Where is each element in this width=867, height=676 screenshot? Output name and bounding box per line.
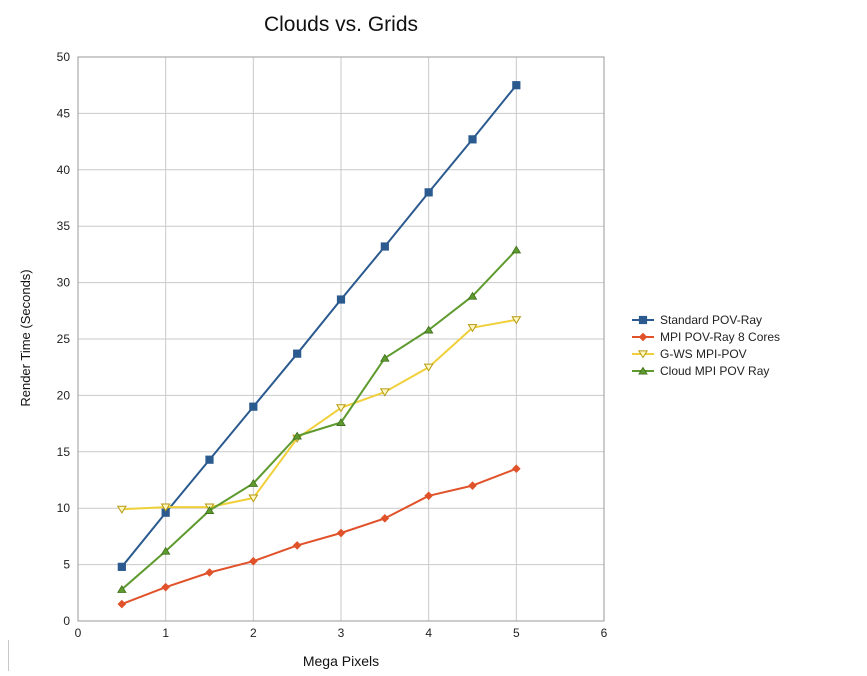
data-point: [293, 349, 302, 358]
data-point: [336, 404, 346, 413]
data-point: [117, 585, 127, 593]
data-point: [336, 295, 346, 304]
x-tick-label: 5: [513, 626, 520, 640]
x-tick-label: 4: [425, 626, 432, 640]
x-tick-label: 0: [75, 626, 82, 640]
chart-title: Clouds vs. Grids: [264, 13, 418, 36]
legend-swatch-marker: [638, 315, 648, 325]
series-group: [117, 245, 522, 593]
legend-label: Standard POV-Ray: [660, 313, 762, 327]
legend-label: MPI POV-Ray 8 Cores: [660, 330, 780, 344]
data-point: [205, 455, 214, 464]
legend-label: Cloud MPI POV Ray: [660, 364, 769, 378]
legend-swatch-marker: [638, 350, 648, 359]
y-tick-label: 10: [57, 501, 71, 515]
data-point: [468, 135, 477, 144]
legend-swatch-marker: [638, 366, 648, 375]
data-point: [511, 245, 522, 254]
x-axis-label: Mega Pixels: [303, 653, 379, 669]
y-tick-label: 25: [57, 332, 71, 346]
series-line: [121, 467, 517, 606]
data-point: [467, 291, 478, 300]
y-tick-label: 30: [57, 276, 71, 290]
series-group: [116, 316, 522, 514]
data-point: [117, 599, 127, 609]
data-point: [424, 491, 433, 501]
data-point: [249, 556, 258, 566]
legend-label: G-WS MPI-POV: [660, 347, 747, 361]
data-point: [336, 528, 346, 538]
data-point: [336, 418, 346, 426]
data-point: [423, 363, 434, 372]
y-tick-label: 40: [57, 163, 71, 177]
series-group: [117, 81, 521, 571]
legend-item: G-WS MPI-POV: [632, 347, 747, 361]
plot-frame: [77, 56, 605, 622]
data-point: [117, 562, 126, 571]
y-tick-label: 35: [57, 219, 71, 233]
data-point: [468, 481, 477, 490]
y-tick-label: 20: [57, 388, 71, 402]
data-point: [248, 479, 259, 487]
data-point: [248, 494, 259, 503]
data-point: [161, 582, 170, 592]
data-point: [512, 464, 521, 474]
axes-layer: [77, 56, 605, 622]
x-tick-label: 1: [162, 626, 169, 640]
y-axis-label: Render Time (Seconds): [18, 269, 33, 406]
data-point: [116, 505, 127, 514]
y-tick-label: 50: [57, 50, 71, 64]
x-tick-label: 6: [601, 626, 608, 640]
legend-swatch-marker: [638, 332, 648, 342]
data-point: [249, 402, 258, 411]
data-point: [292, 431, 302, 440]
data-point: [160, 503, 171, 512]
data-point: [424, 188, 433, 197]
data-point: [205, 568, 214, 577]
legend-item: Cloud MPI POV Ray: [632, 364, 769, 378]
data-point: [511, 316, 522, 325]
y-tick-label: 45: [57, 106, 71, 120]
data-point: [512, 81, 521, 90]
series-line: [121, 318, 517, 511]
data-point: [380, 514, 390, 523]
legend-item: Standard POV-Ray: [632, 313, 762, 327]
series-group: [117, 464, 521, 609]
x-tick-label: 3: [338, 626, 345, 640]
page-edge-divider: [8, 640, 9, 671]
data-point: [380, 242, 389, 251]
data-point: [379, 388, 390, 397]
y-tick-label: 5: [63, 558, 70, 572]
legend: Standard POV-Ray MPI POV-Ray 8 Cores G-WS …: [632, 313, 780, 378]
x-tick-label: 2: [250, 626, 257, 640]
y-tick-label: 15: [57, 445, 71, 459]
data-point: [380, 353, 390, 362]
series-layer: [116, 81, 522, 609]
data-point: [423, 325, 434, 334]
y-tick-label: 0: [63, 614, 70, 628]
data-point: [467, 324, 478, 333]
series-line: [121, 249, 518, 591]
data-point: [204, 506, 215, 514]
data-point: [160, 546, 171, 555]
series-line: [121, 84, 518, 568]
data-point: [292, 541, 302, 550]
legend-item: MPI POV-Ray 8 Cores: [632, 330, 780, 344]
